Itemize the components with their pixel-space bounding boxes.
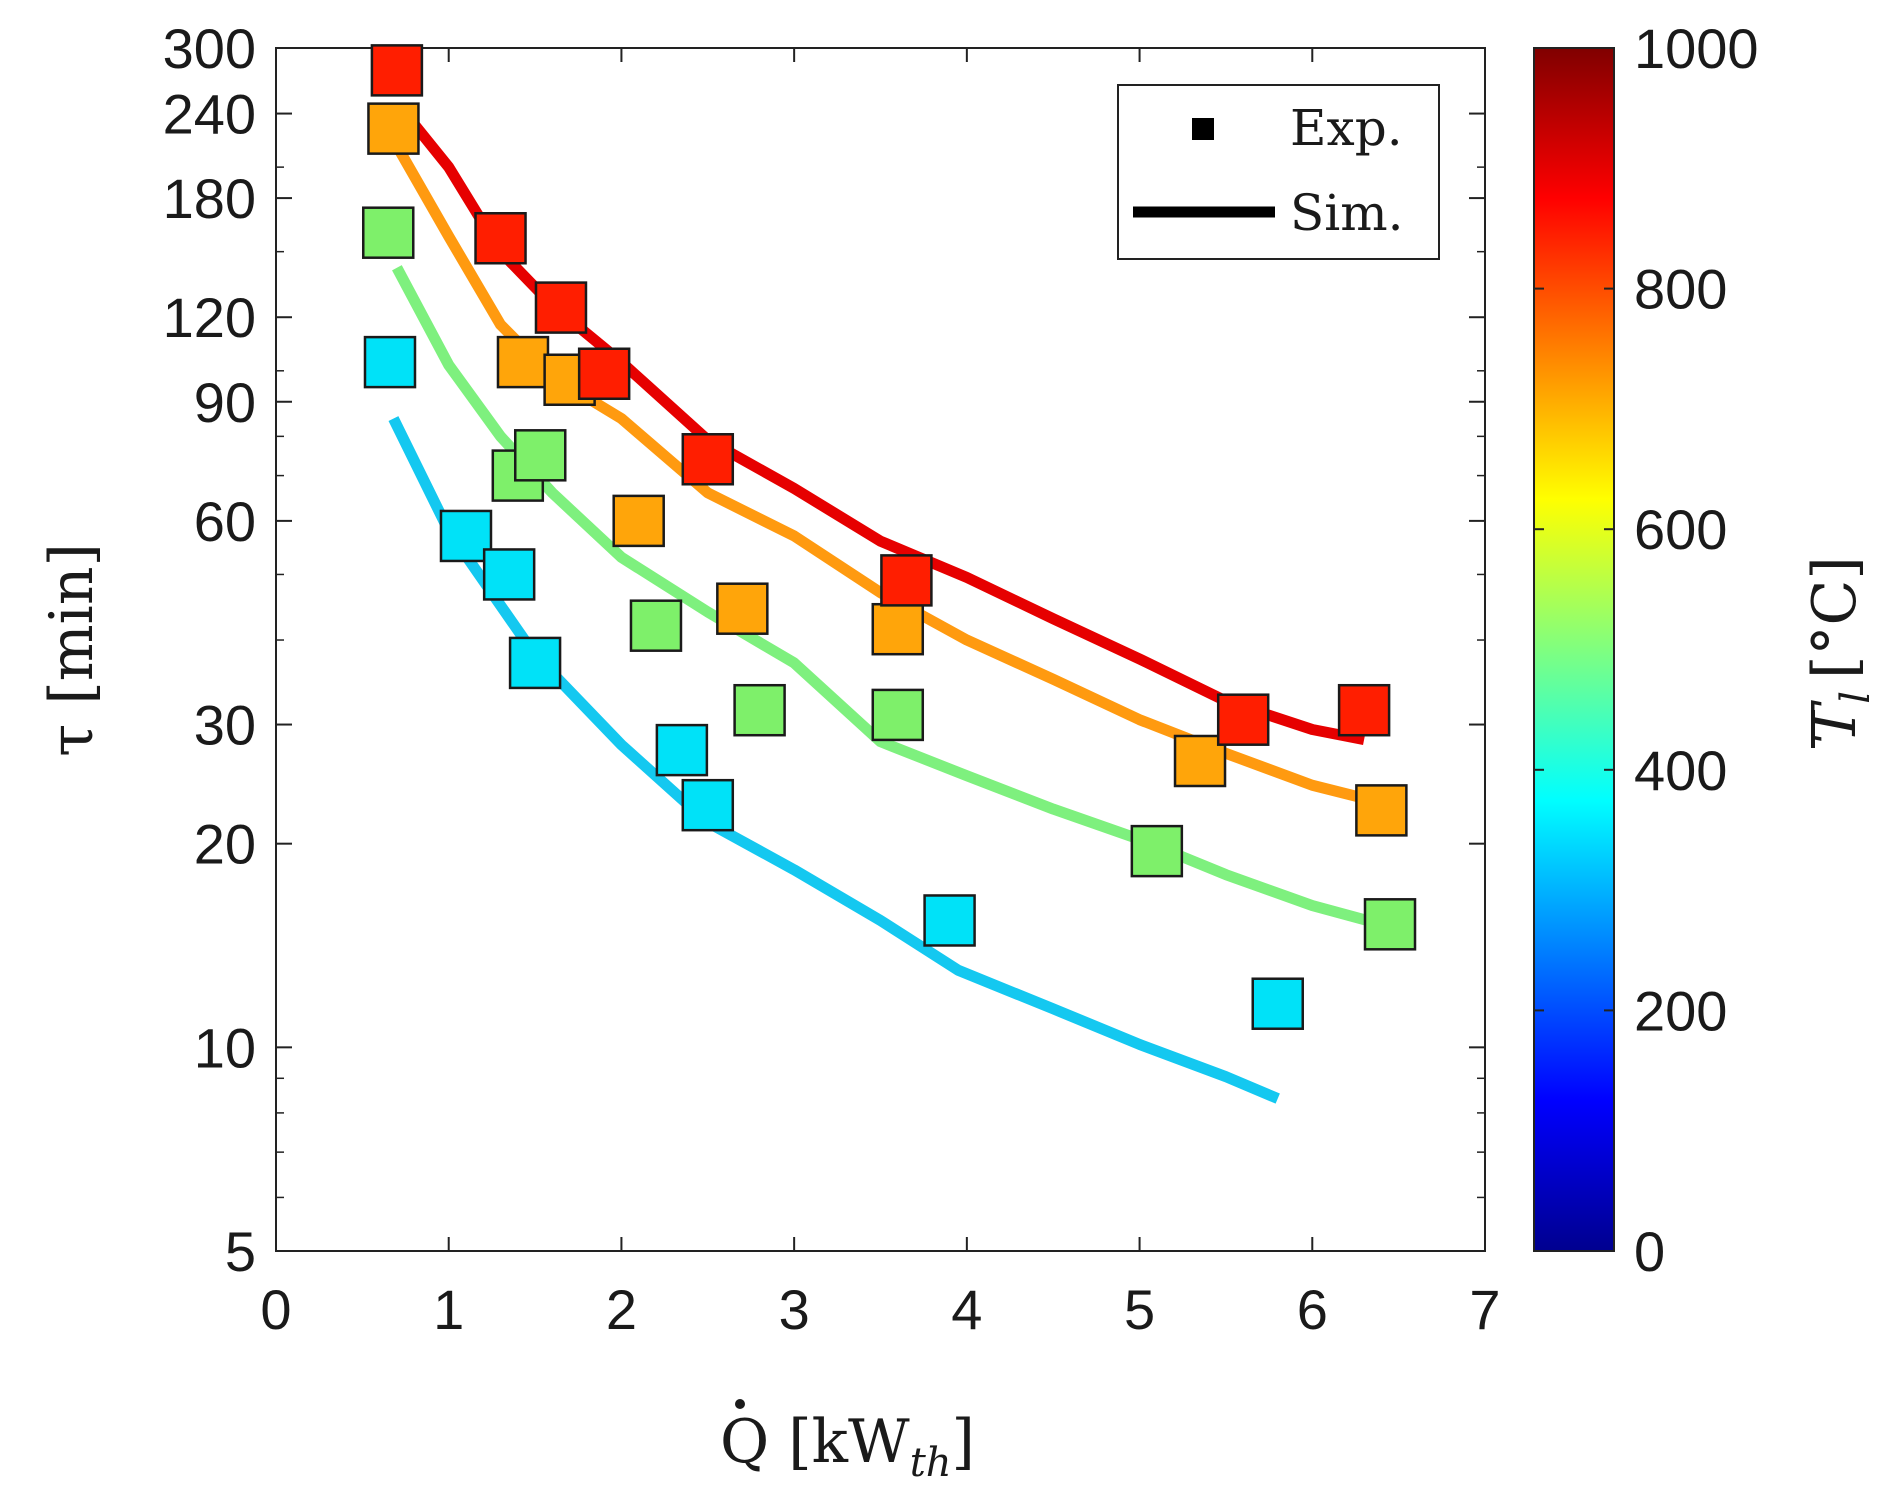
exp-marker	[534, 281, 588, 334]
exp-marker	[514, 429, 567, 482]
y-tick-label: 30	[194, 694, 256, 757]
y-tick-label: 120	[163, 286, 256, 349]
exp-marker	[1337, 683, 1391, 737]
y-tick-label: 20	[194, 813, 256, 876]
colorbar-tick-label: 600	[1634, 498, 1727, 561]
exp-marker	[508, 636, 562, 690]
exp-marker	[439, 509, 493, 563]
y-tick-label: 10	[194, 1016, 256, 1079]
exp-marker	[880, 554, 933, 607]
y-tick-label: 180	[163, 167, 256, 230]
colorbar-tick-label: 0	[1634, 1220, 1665, 1283]
exp-marker	[496, 335, 550, 389]
colorbar-tick-label: 200	[1634, 979, 1727, 1042]
exp-marker	[363, 335, 417, 389]
x-tick-label: 5	[1124, 1278, 1155, 1341]
exp-marker	[871, 688, 925, 742]
colorbar-tick-label: 400	[1634, 739, 1727, 802]
y-tick-label: 240	[163, 83, 256, 146]
exp-marker	[923, 894, 976, 947]
exp-marker	[1173, 734, 1227, 788]
x-tick-label: 6	[1297, 1278, 1328, 1341]
exp-marker	[362, 206, 415, 259]
y-tick-label: 90	[194, 371, 256, 434]
exp-marker	[871, 602, 925, 656]
exp-marker	[577, 347, 631, 400]
exp-marker	[1363, 898, 1417, 951]
exp-marker	[655, 723, 709, 777]
exp-marker	[681, 433, 735, 486]
exp-marker	[1216, 693, 1270, 746]
exp-marker	[367, 102, 420, 155]
legend-sim-label: Sim.	[1290, 184, 1404, 242]
x-tick-label: 3	[779, 1278, 810, 1341]
exp-marker	[733, 683, 786, 737]
exp-marker	[681, 778, 735, 832]
colorbar-gradient	[1533, 47, 1615, 1252]
legend-exp-marker	[1192, 118, 1214, 140]
y-tick-label: 5	[225, 1220, 256, 1283]
exp-marker	[629, 599, 683, 652]
x-axis-title: Q [kWth]	[720, 1407, 975, 1486]
legend: Exp. Sim.	[1117, 84, 1440, 260]
x-tick-label: 2	[606, 1278, 637, 1341]
colorbar: 0 200 400 600 800 1000 Tl[°C]	[1533, 17, 1879, 1283]
colorbar-ticks: 0 200 400 600 800 1000	[1534, 17, 1759, 1283]
exp-marker	[1251, 977, 1304, 1030]
x-tick-label: 1	[433, 1278, 464, 1341]
x-tick-label: 4	[951, 1278, 982, 1341]
sim-line	[388, 416, 1280, 1104]
exp-marker	[1355, 784, 1408, 837]
x-tick-label: 7	[1469, 1278, 1500, 1341]
exp-marker	[370, 44, 424, 97]
sim-line	[392, 265, 1383, 930]
exp-marker	[474, 212, 527, 265]
y-axis-title: τ [min]	[37, 543, 107, 757]
colorbar-title: Tl[°C]	[1800, 556, 1879, 744]
y-tick-label: 60	[194, 490, 256, 553]
exp-marker	[612, 494, 665, 548]
y-tick-label: 300	[163, 17, 256, 80]
experiment-markers	[362, 44, 1417, 1030]
colorbar-tick-label: 1000	[1634, 17, 1759, 80]
legend-exp-label: Exp.	[1290, 99, 1403, 157]
exp-marker	[1130, 824, 1184, 878]
exp-marker	[716, 582, 769, 635]
colorbar-tick-label: 800	[1634, 258, 1727, 321]
x-tick-label: 0	[260, 1278, 291, 1341]
x-axis-title-dot	[735, 1399, 745, 1409]
legend-box	[1117, 84, 1440, 260]
exp-marker	[482, 548, 536, 601]
